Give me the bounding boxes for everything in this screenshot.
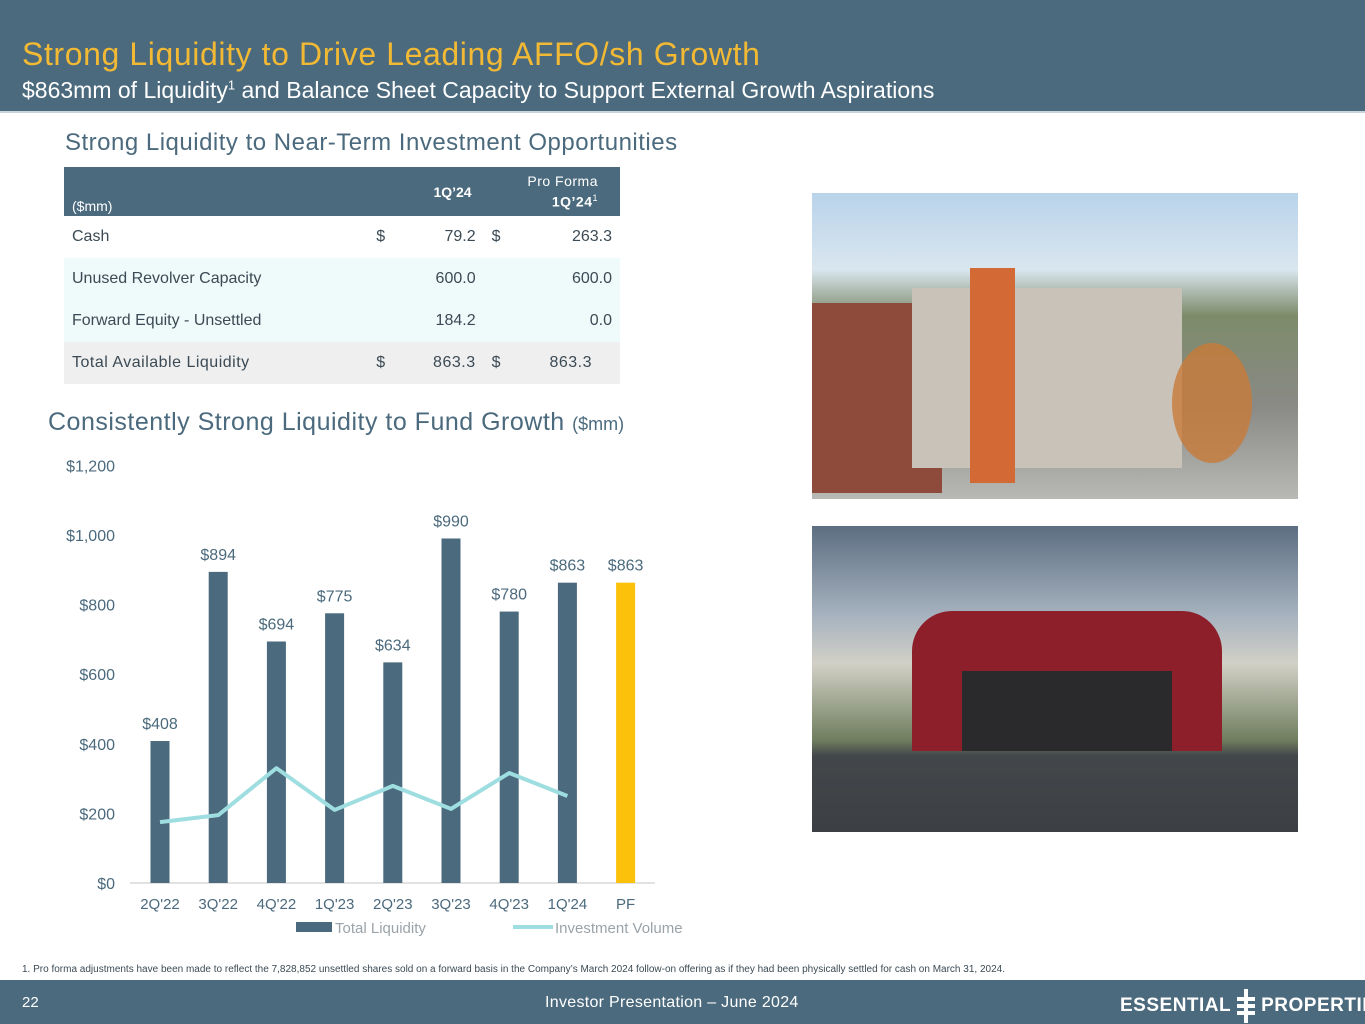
x-tick-label: 4Q'23 xyxy=(489,896,529,913)
red-robin-restaurant-photo xyxy=(812,526,1298,832)
x-tick-label: 3Q'22 xyxy=(198,896,238,913)
table-header: ($mm) 1Q’24 Pro Forma 1Q’241 xyxy=(64,167,620,216)
data-label: $780 xyxy=(491,587,527,604)
legend-swatch-total-liquidity xyxy=(296,922,332,932)
footer: 22 Investor Presentation – June 2024 ESS… xyxy=(0,980,1365,1024)
table-row: Unused Revolver Capacity 600.0 600.0 xyxy=(64,258,620,300)
y-tick-label: $600 xyxy=(79,667,115,684)
y-tick-label: $200 xyxy=(79,806,115,823)
table-section-title: Strong Liquidity to Near-Term Investment… xyxy=(65,129,678,156)
bar-2Q'23 xyxy=(383,662,403,883)
bar-2Q'22 xyxy=(150,741,170,883)
bar-3Q'23 xyxy=(441,538,461,883)
liquidity-chart: $0 $200 $400 $600 $800 $1,000 $1,200 $408 2Q'22 $… xyxy=(66,458,683,937)
x-tick-label: 2Q'23 xyxy=(373,896,413,913)
page-title: Strong Liquidity to Drive Leading AFFO/s… xyxy=(22,36,761,72)
presentation-title: Investor Presentation – June 2024 xyxy=(545,994,799,1011)
investment-volume-line xyxy=(159,766,569,825)
bar-3Q'22 xyxy=(208,571,228,883)
x-tick-label: 3Q'23 xyxy=(431,896,471,913)
data-label: $863 xyxy=(550,558,586,575)
legend-label: Total Liquidity xyxy=(335,920,426,937)
page-subtitle: $863mm of Liquidity1 and Balance Sheet C… xyxy=(22,77,935,103)
x-tick-label: 1Q'23 xyxy=(315,896,355,913)
bar-1Q'24 xyxy=(557,582,577,883)
header: Strong Liquidity to Drive Leading AFFO/s… xyxy=(0,0,1365,113)
data-label: $775 xyxy=(317,588,353,605)
jardin-building-photo xyxy=(812,193,1298,499)
bar-1Q'23 xyxy=(325,613,345,883)
x-tick-label: PF xyxy=(616,896,635,913)
bar-4Q'23 xyxy=(499,611,519,883)
liquidity-table: ($mm) 1Q’24 Pro Forma 1Q’241 Cash $79.2 $26… xyxy=(64,167,620,384)
col-proforma-header: Pro Forma 1Q’241 xyxy=(483,167,620,216)
logo-mark-icon xyxy=(1237,989,1256,1023)
chart-section-title: Consistently Strong Liquidity to Fund Gr… xyxy=(48,408,625,436)
data-label: $694 xyxy=(259,616,295,633)
y-tick-label: $1,200 xyxy=(66,458,115,475)
data-label: $634 xyxy=(375,637,411,654)
table-row: Cash $79.2 $263.3 xyxy=(72,228,612,245)
bar-PF xyxy=(616,582,636,883)
y-tick-label: $800 xyxy=(79,598,115,615)
data-label: $863 xyxy=(608,558,644,575)
x-tick-label: 1Q'24 xyxy=(548,896,588,913)
essential-properties-logo: ESSENTIAL PROPERTIES xyxy=(1120,989,1365,1023)
bar-4Q'22 xyxy=(266,641,286,883)
legend-label: Investment Volume xyxy=(555,920,683,937)
footnote: 1. Pro forma adjustments have been made … xyxy=(22,964,1005,975)
x-tick-label: 4Q'22 xyxy=(257,896,297,913)
table-row: Forward Equity - Unsettled 184.2 0.0 xyxy=(64,300,620,342)
table-row-total: Total Available Liquidity $863.3 $863.3 xyxy=(64,342,620,384)
y-tick-label: $0 xyxy=(97,876,115,893)
data-label: $408 xyxy=(142,716,178,733)
x-tick-label: 2Q'22 xyxy=(140,896,180,913)
y-tick-label: $1,000 xyxy=(66,528,115,545)
page-number: 22 xyxy=(22,994,39,1011)
col-1q24-header: 1Q’24 xyxy=(368,167,484,216)
data-label: $990 xyxy=(433,513,469,530)
data-label: $894 xyxy=(200,547,236,564)
y-tick-label: $400 xyxy=(79,737,115,754)
unit-header: ($mm) xyxy=(64,167,369,216)
